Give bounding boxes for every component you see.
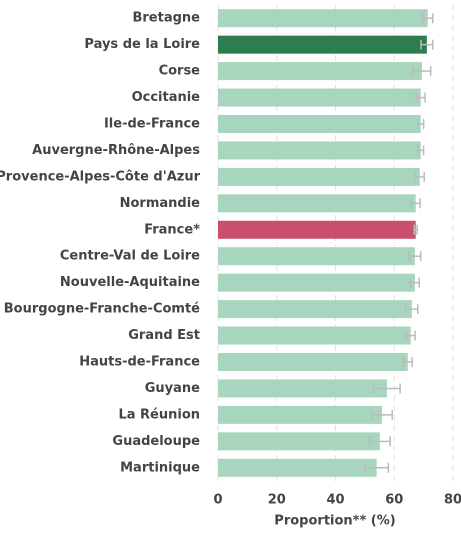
error-bar [413,224,418,235]
bar [218,115,421,133]
y-tick-label: Guyane [145,381,200,396]
bar [218,379,387,398]
y-tick-label: Martinique [120,460,200,475]
y-tick-label: Grand Est [128,328,200,343]
error-bar [412,66,432,77]
bar [218,141,421,160]
error-bar [370,409,393,420]
bar [218,194,416,213]
x-tick-label: 0 [213,493,222,508]
bar [218,405,382,424]
y-tick-label: Bretagne [132,11,200,26]
error-bar [405,304,419,315]
bar [218,35,427,54]
y-tick-label: Provence-Alpes-Côte d'Azur [0,169,201,184]
y-tick-label: Corse [159,64,201,79]
error-bar [421,13,434,24]
y-tick-label: Occitanie [132,90,201,105]
x-tick-label: 40 [326,493,344,508]
error-bar [364,462,390,473]
error-bar [417,119,425,129]
y-tick-label: Nouvelle-Aquitaine [60,275,200,290]
y-tick-label: France* [144,222,200,237]
error-bar [368,436,391,447]
bar [218,273,415,292]
x-axis-label: Proportion** (%) [274,514,395,529]
y-tick-label: Auvergne-Rhône-Alpes [32,143,200,158]
bar [218,9,428,28]
y-tick-label: Centre-Val de Loire [60,249,200,264]
error-bar [409,277,420,288]
y-tick-label: Guadeloupe [112,434,200,449]
x-tick-label: 80 [444,493,461,508]
y-tick-label: Bourgogne-Franche-Comté [4,302,200,317]
bar [218,458,377,477]
bar [218,247,415,266]
error-bar [372,383,401,394]
error-bar [415,92,426,103]
error-bar [405,330,416,341]
y-tick-label: La Réunion [118,407,200,422]
error-bar [414,171,425,182]
bar [218,88,421,107]
x-tick-label: 20 [268,493,286,508]
bar [218,353,408,371]
y-tick-label: Pays de la Loire [84,37,200,52]
bar [218,432,380,451]
y-tick-label: Ile-de-France [104,117,200,132]
bar [218,326,411,345]
bar [218,62,422,81]
bar [218,300,412,319]
error-bar [402,357,413,367]
bar [218,220,416,239]
y-tick-label: Hauts-de-France [79,355,200,370]
error-bar [417,145,425,156]
error-bar [410,198,421,209]
bar [218,167,420,186]
x-tick-label: 60 [385,493,403,508]
y-tick-label: Normandie [120,196,201,211]
error-bar [408,251,422,262]
error-bar [420,39,434,50]
